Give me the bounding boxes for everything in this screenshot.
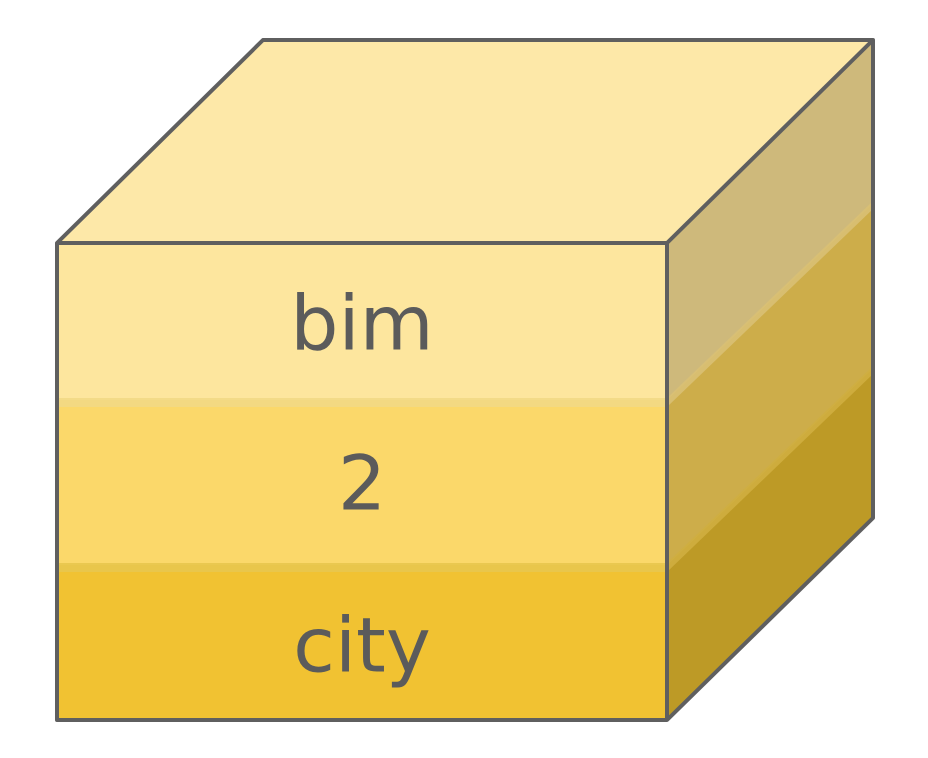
layer-2-front: [57, 400, 667, 565]
layer-city-side: [667, 368, 873, 720]
layer-2-label: 2: [338, 439, 386, 528]
layer-bim-front: [57, 243, 667, 400]
divider-highlight-1: [57, 398, 667, 407]
side-divider-2: [667, 366, 873, 572]
layer-bim-side: [667, 40, 873, 400]
layer-city-label: city: [293, 601, 431, 690]
layer-2-side: [667, 203, 873, 565]
side-divider-1: [667, 201, 873, 407]
layer-city-front: [57, 565, 667, 720]
cube-outline: [55, 38, 875, 722]
cube-top-face: [57, 40, 873, 243]
divider-highlight-2: [57, 563, 667, 572]
layer-bim-label: bim: [290, 279, 433, 368]
